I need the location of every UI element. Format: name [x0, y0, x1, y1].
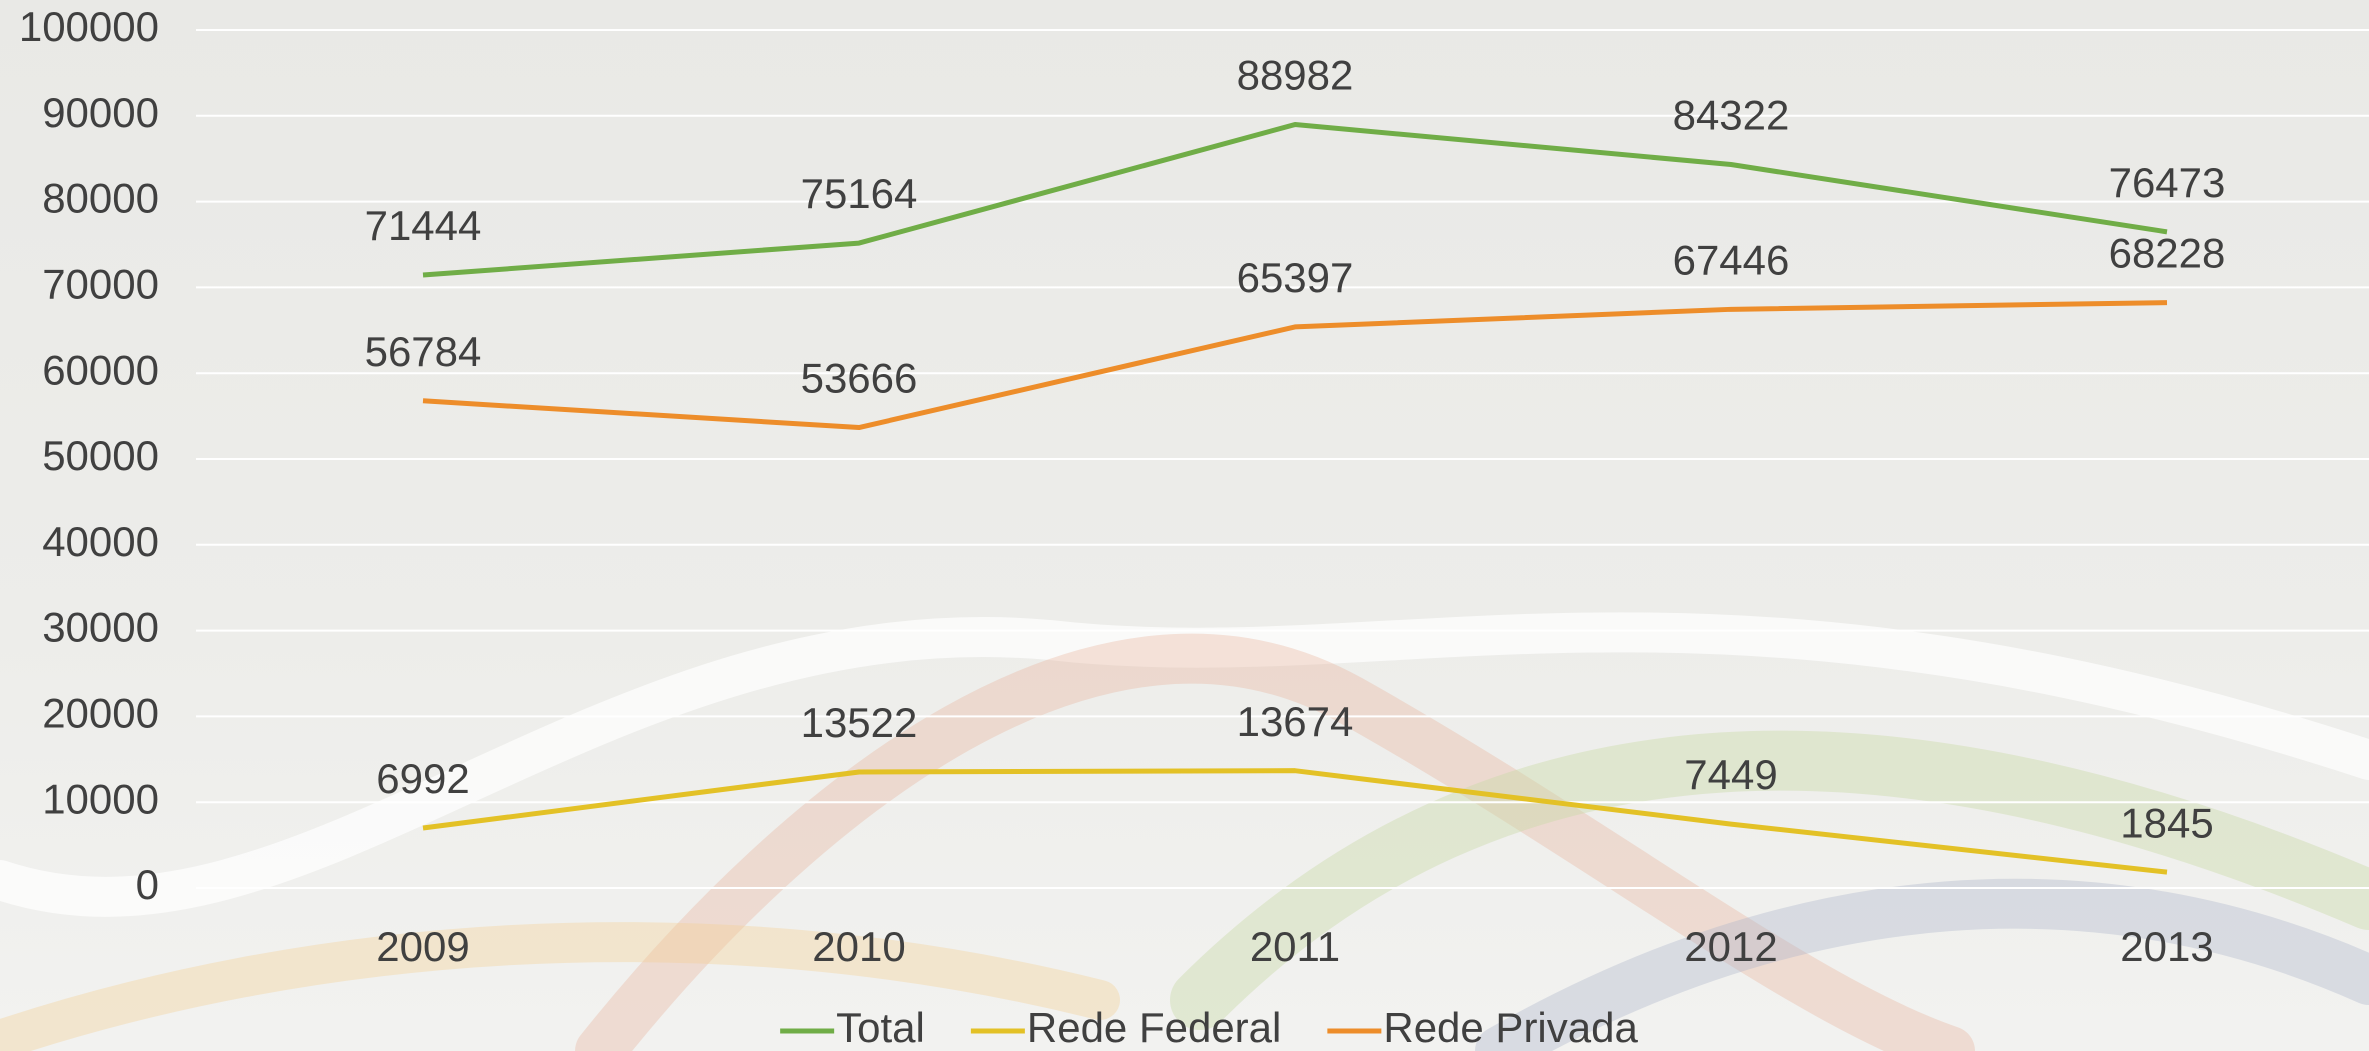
- x-tick-label: 2012: [1684, 923, 1777, 970]
- data-label: 71444: [365, 202, 482, 249]
- y-tick-label: 40000: [42, 518, 159, 565]
- y-tick-label: 80000: [42, 175, 159, 222]
- y-tick-label: 100000: [19, 3, 159, 50]
- x-tick-label: 2011: [1250, 923, 1340, 970]
- y-tick-label: 60000: [42, 346, 159, 393]
- data-label: 13674: [1237, 698, 1354, 745]
- data-label: 68228: [2109, 230, 2226, 277]
- data-label: 76473: [2109, 159, 2226, 206]
- x-tick-label: 2009: [376, 923, 469, 970]
- page: 0 10000 20000 30000 40000 50000 60000 70000 8000…: [0, 0, 2369, 1051]
- y-tick-label: 20000: [42, 689, 159, 736]
- y-tick-label: 70000: [42, 260, 159, 307]
- data-label: 65397: [1237, 254, 1354, 301]
- y-tick-label: 30000: [42, 604, 159, 651]
- data-label: 1845: [2120, 799, 2213, 846]
- y-tick-label: 50000: [42, 432, 159, 479]
- x-tick-label: 2013: [2120, 923, 2213, 970]
- x-tick-label: 2010: [812, 923, 905, 970]
- y-tick-label: 90000: [42, 89, 159, 136]
- data-label: 7449: [1684, 751, 1777, 798]
- legend: Total Rede Federal Rede Privada: [780, 1004, 1638, 1051]
- y-tick-label: 0: [136, 861, 159, 908]
- legend-label: Rede Federal: [1027, 1004, 1281, 1051]
- y-tick-label: 10000: [42, 775, 159, 822]
- data-label: 75164: [801, 170, 918, 217]
- data-label: 67446: [1673, 236, 1790, 283]
- legend-label: Total: [836, 1004, 925, 1051]
- data-label: 6992: [376, 755, 469, 802]
- legend-label: Rede Privada: [1383, 1004, 1638, 1051]
- data-label: 56784: [365, 328, 482, 375]
- chart: 0 10000 20000 30000 40000 50000 60000 70000 8000…: [0, 0, 2369, 1051]
- data-label: 13522: [801, 699, 918, 746]
- data-label: 53666: [801, 355, 918, 402]
- data-label: 84322: [1673, 92, 1790, 139]
- data-label: 88982: [1237, 52, 1354, 99]
